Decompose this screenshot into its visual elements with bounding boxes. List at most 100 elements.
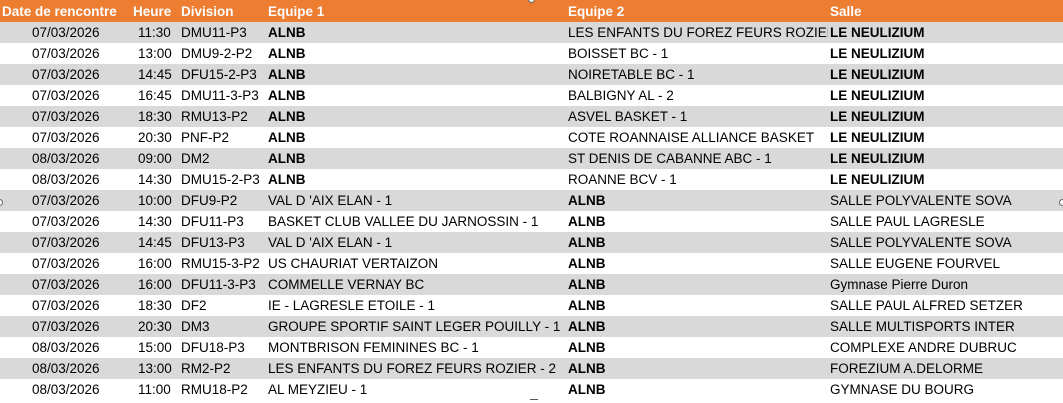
cell-team2[interactable]: BALBIGNY AL - 2 xyxy=(568,88,674,103)
cell-team1[interactable]: ALNB xyxy=(268,67,306,82)
cell-team2[interactable]: ALNB xyxy=(568,382,606,397)
cell-date[interactable]: 07/03/2026 xyxy=(32,298,100,313)
cell-division[interactable]: DM3 xyxy=(181,319,210,334)
cell-date[interactable]: 07/03/2026 xyxy=(32,193,100,208)
cell-team2[interactable]: ALNB xyxy=(568,319,606,334)
cell-team2[interactable]: ALNB xyxy=(568,361,606,376)
cell-time[interactable]: 16:45 xyxy=(138,88,172,103)
cell-team1[interactable]: IE - LAGRESLE ETOILE - 1 xyxy=(268,298,436,313)
cell-team2[interactable]: ALNB xyxy=(568,214,606,229)
cell-date[interactable]: 08/03/2026 xyxy=(32,172,100,187)
cell-division[interactable]: DF2 xyxy=(181,298,207,313)
table-row[interactable]: 08/03/2026 13:00 RM2-P2 LES ENFANTS DU FORE… xyxy=(0,358,1063,379)
cell-time[interactable]: 11:30 xyxy=(138,25,171,40)
cell-venue[interactable]: LE NEULIZIUM xyxy=(830,46,925,61)
cell-division[interactable]: DFU15-2-P3 xyxy=(181,67,257,82)
cell-division[interactable]: DMU11-3-P3 xyxy=(181,88,259,103)
cell-date[interactable]: 07/03/2026 xyxy=(32,109,100,124)
cell-division[interactable]: RMU18-P2 xyxy=(181,382,248,397)
cell-division[interactable]: RM2-P2 xyxy=(181,361,231,376)
cell-venue[interactable]: SALLE POLYVALENTE SOVA xyxy=(830,235,1012,250)
cell-date[interactable]: 07/03/2026 xyxy=(32,235,100,250)
cell-venue[interactable]: SALLE MULTISPORTS INTER xyxy=(830,319,1015,334)
cell-venue[interactable]: LE NEULIZIUM xyxy=(830,172,925,187)
cell-team2[interactable]: ALNB xyxy=(568,235,606,250)
cell-venue[interactable]: Gymnase Pierre Duron xyxy=(830,277,969,292)
table-row[interactable]: 07/03/2026 14:45 DFU13-P3 VAL D 'AIX ELAN -… xyxy=(0,232,1063,253)
cell-date[interactable]: 08/03/2026 xyxy=(32,151,100,166)
cell-team2[interactable]: COTE ROANNAISE ALLIANCE BASKET xyxy=(568,130,815,145)
cell-team2[interactable]: ST DENIS DE CABANNE ABC - 1 xyxy=(568,151,772,166)
table-row[interactable]: 07/03/2026 16:45 DMU11-3-P3 ALNB BALBIGNY AL… xyxy=(0,85,1063,106)
cell-team1[interactable]: US CHAURIAT VERTAIZON xyxy=(268,256,439,271)
cell-team2[interactable]: LES ENFANTS DU FOREZ FEURS ROZIER - 1 xyxy=(568,25,828,40)
cell-venue[interactable]: COMPLEXE ANDRE DUBRUC xyxy=(830,340,1017,355)
cell-venue[interactable]: LE NEULIZIUM xyxy=(830,109,925,124)
cell-time[interactable]: 15:00 xyxy=(138,340,172,355)
cell-division[interactable]: DFU13-P3 xyxy=(181,235,245,250)
cell-team1[interactable]: ALNB xyxy=(268,151,306,166)
cell-date[interactable]: 07/03/2026 xyxy=(32,277,100,292)
cell-team1[interactable]: ALNB xyxy=(268,109,306,124)
cell-time[interactable]: 18:30 xyxy=(138,298,172,313)
cell-time[interactable]: 13:00 xyxy=(138,46,172,61)
cell-time[interactable]: 10:00 xyxy=(138,193,172,208)
table-row[interactable]: 07/03/2026 18:30 RMU13-P2 ALNB ASVEL BASKET … xyxy=(0,106,1063,127)
cell-team2[interactable]: ALNB xyxy=(568,193,606,208)
cell-division[interactable]: DFU9-P2 xyxy=(181,193,238,208)
header-time[interactable]: Heure xyxy=(133,4,172,19)
cell-venue[interactable]: LE NEULIZIUM xyxy=(830,151,925,166)
cell-team2[interactable]: NOIRETABLE BC - 1 xyxy=(568,67,695,82)
cell-date[interactable]: 07/03/2026 xyxy=(32,67,100,82)
cell-time[interactable]: 14:45 xyxy=(138,67,172,82)
table-row[interactable]: 07/03/2026 18:30 DF2 IE - LAGRESLE ETOILE -… xyxy=(0,295,1063,316)
cell-date[interactable]: 07/03/2026 xyxy=(32,88,100,103)
table-row[interactable]: 08/03/2026 11:00 RMU18-P2 AL MEYZIEU - 1 ALN… xyxy=(0,379,1063,400)
cell-team1[interactable]: ALNB xyxy=(268,172,306,187)
cell-date[interactable]: 07/03/2026 xyxy=(32,319,100,334)
table-row[interactable]: 08/03/2026 15:00 DFU18-P3 MONTBRISON FEMINI… xyxy=(0,337,1063,358)
table-row[interactable]: 08/03/2026 14:30 DMU15-2-P3 ALNB ROANNE BCV … xyxy=(0,169,1063,190)
cell-division[interactable]: DMU9-2-P2 xyxy=(181,46,253,61)
selection-handle-right[interactable] xyxy=(1059,199,1063,206)
header-date[interactable]: Date de rencontre xyxy=(2,4,117,19)
table-row[interactable]: 07/03/2026 14:45 DFU15-2-P3 ALNB NOIRETABLE … xyxy=(0,64,1063,85)
cell-team2[interactable]: ASVEL BASKET - 1 xyxy=(568,109,688,124)
cell-time[interactable]: 20:30 xyxy=(138,319,172,334)
cell-team1[interactable]: MONTBRISON FEMININES BC - 1 xyxy=(268,340,479,355)
cell-division[interactable]: RMU13-P2 xyxy=(181,109,248,124)
table-row[interactable]: 07/03/2026 10:00 DFU9-P2 VAL D 'AIX ELAN - … xyxy=(0,190,1063,211)
cell-time[interactable]: 16:00 xyxy=(138,256,172,271)
cell-time[interactable]: 14:30 xyxy=(138,172,172,187)
cell-team2[interactable]: ALNB xyxy=(568,298,606,313)
cell-venue[interactable]: GYMNASE DU BOURG xyxy=(830,382,975,397)
cell-time[interactable]: 13:00 xyxy=(138,361,172,376)
cell-team1[interactable]: AL MEYZIEU - 1 xyxy=(268,382,368,397)
header-team1[interactable]: Equipe 1 xyxy=(268,4,325,19)
header-division[interactable]: Division xyxy=(181,4,234,19)
cell-date[interactable]: 08/03/2026 xyxy=(32,382,100,397)
cell-date[interactable]: 07/03/2026 xyxy=(32,25,100,40)
cell-division[interactable]: DM2 xyxy=(181,151,210,166)
cell-time[interactable]: 18:30 xyxy=(138,109,172,124)
cell-date[interactable]: 07/03/2026 xyxy=(32,214,100,229)
cell-team1[interactable]: VAL D 'AIX ELAN - 1 xyxy=(268,235,393,250)
cell-time[interactable]: 14:45 xyxy=(138,235,172,250)
cell-team1[interactable]: ALNB xyxy=(268,130,306,145)
table-row[interactable]: 08/03/2026 09:00 DM2 ALNB ST DENIS DE CABANN… xyxy=(0,148,1063,169)
cell-venue[interactable]: FOREZIUM A.DELORME xyxy=(830,361,984,376)
cell-date[interactable]: 07/03/2026 xyxy=(32,256,100,271)
table-row[interactable]: 07/03/2026 20:30 PNF-P2 ALNB COTE ROANNAISE … xyxy=(0,127,1063,148)
cell-team1[interactable]: GROUPE SPORTIF SAINT LEGER POUILLY - 1 xyxy=(268,319,561,334)
cell-team1[interactable]: BASKET CLUB VALLEE DU JARNOSSIN - 1 xyxy=(268,214,539,229)
cell-venue[interactable]: LE NEULIZIUM xyxy=(830,130,925,145)
cell-team1[interactable]: ALNB xyxy=(268,46,306,61)
cell-team2[interactable]: ROANNE BCV - 1 xyxy=(568,172,677,187)
cell-division[interactable]: PNF-P2 xyxy=(181,130,230,145)
cell-date[interactable]: 08/03/2026 xyxy=(32,340,100,355)
cell-date[interactable]: 08/03/2026 xyxy=(32,361,100,376)
cell-division[interactable]: DFU11-P3 xyxy=(181,214,244,229)
cell-team2[interactable]: ALNB xyxy=(568,256,606,271)
table-row[interactable]: 07/03/2026 16:00 DFU11-3-P3 COMMELLE VERNAY… xyxy=(0,274,1063,295)
table-row[interactable]: 07/03/2026 14:30 DFU11-P3 BASKET CLUB VALLE… xyxy=(0,211,1063,232)
